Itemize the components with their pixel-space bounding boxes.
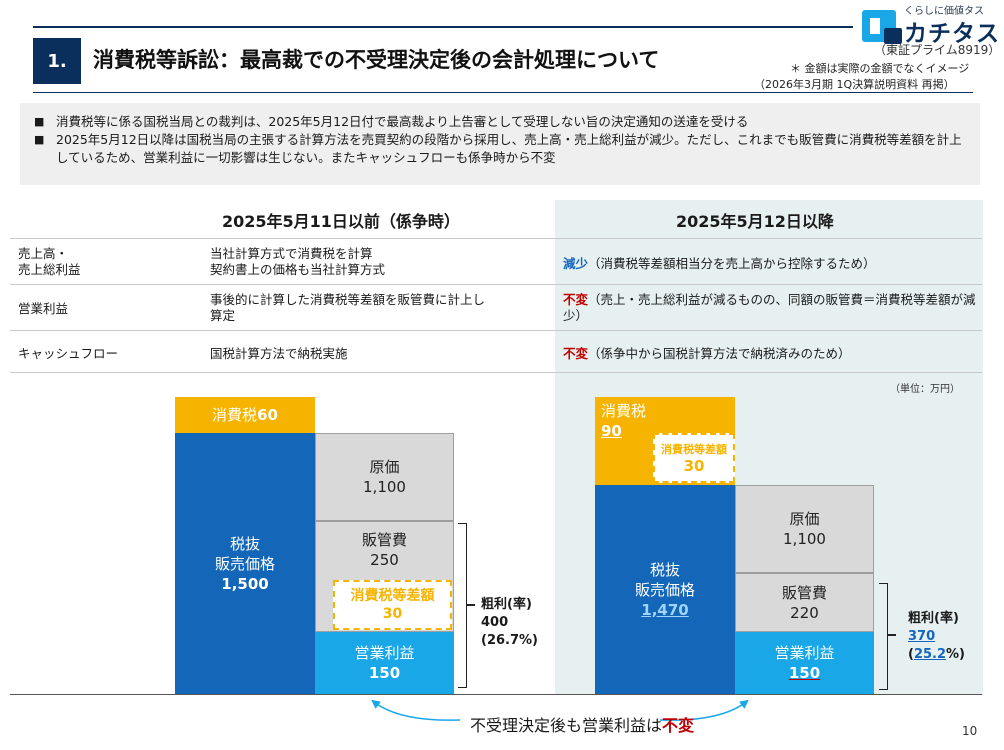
after-gross-profit-bracket: [879, 583, 888, 690]
logo-name: カチタス: [904, 21, 1000, 47]
before-consumption-tax-block: 消費税60: [175, 397, 315, 433]
table-divider: [10, 372, 982, 373]
bullet-square-icon: ■: [34, 115, 45, 128]
status-decrease: 減少: [563, 256, 589, 271]
row-label-sales: 売上高・ 売上総利益: [18, 246, 81, 277]
after-sga-block: 販管費 220: [735, 573, 874, 632]
logo-tagline: くらしに価値タス: [904, 6, 984, 17]
after-price-block: 税抜 販売価格 1,470: [595, 485, 735, 694]
row-after-operating-income: 不変（売上・売上総利益が減るものの、同額の販管費＝消費税等差額が減少）: [563, 292, 976, 323]
table-divider: [10, 330, 982, 331]
row-before-cashflow: 国税計算方法で納税実施: [210, 346, 348, 361]
after-gross-profit-label: 粗利(率) 370 (25.2%): [908, 611, 965, 662]
before-gross-profit-label: 粗利(率) 400 (26.7%): [481, 597, 538, 648]
table-divider: [10, 284, 982, 285]
chart-baseline: [10, 694, 982, 695]
before-gross-profit-bracket: [458, 523, 467, 688]
before-cost-block: 原価 1,100: [315, 433, 454, 521]
summary-text: 消費税等に係る国税当局との裁判は、2025年5月12日付で最高裁より上告審として…: [56, 114, 749, 129]
conclusion-message: 不受理決定後も営業利益は不変: [470, 716, 695, 735]
summary-box: ■ 消費税等に係る国税当局との裁判は、2025年5月12日付で最高裁より上告審と…: [20, 103, 980, 185]
status-unchanged: 不変: [563, 292, 589, 307]
header-bottom-rule: [33, 92, 973, 93]
bracket-tick: [888, 634, 896, 636]
bullet-square-icon: ■: [34, 133, 45, 146]
before-tax-difference-box: 消費税等差額 30: [333, 580, 452, 630]
row-before-operating-income: 事後的に計算した消費税等差額を販管費に計上し 算定: [210, 292, 486, 323]
conclusion-emphasis: 不変: [662, 716, 695, 735]
before-price-block: 税抜 販売価格 1,500: [175, 433, 315, 694]
unit-note: （単位：万円）: [890, 384, 960, 395]
stock-listing: （東証プライム8919）: [874, 43, 1001, 57]
after-column-header: 2025年5月12日以降: [676, 212, 834, 231]
after-cost-block: 原価 1,100: [735, 485, 874, 573]
summary-text: 2025年5月12日以降は国税当局の主張する計算方法を売買契約の段階から採用し、…: [56, 132, 962, 165]
row-after-cashflow: 不変（係争中から国税計算方法で納税済みのため）: [563, 346, 851, 361]
table-divider: [10, 238, 982, 239]
katitas-logo-icon: [862, 10, 902, 44]
row-label-cashflow: キャッシュフロー: [18, 346, 119, 361]
summary-bullet: ■ 消費税等に係る国税当局との裁判は、2025年5月12日付で最高裁より上告審と…: [34, 113, 966, 131]
after-tax-difference-box: 消費税等差額 30: [653, 433, 735, 483]
status-unchanged: 不変: [563, 346, 589, 361]
curved-arrow-icon: [371, 699, 749, 721]
row-before-sales: 当社計算方式で消費税を計算 契約書上の価格も当社計算方式: [210, 246, 386, 277]
after-operating-income-block: 営業利益 150: [735, 632, 874, 694]
section-number-badge: 1.: [33, 38, 81, 84]
page-number: 10: [962, 724, 978, 738]
summary-bullet: ■ 2025年5月12日以降は国税当局の主張する計算方法を売買契約の段階から採用…: [34, 131, 966, 167]
row-label-operating-income: 営業利益: [18, 301, 69, 316]
row-after-sales: 減少（消費税等差額相当分を売上高から控除するため）: [563, 256, 876, 271]
source-note: （2026年3月期 1Q決算説明資料 再掲）: [754, 78, 955, 91]
bracket-tick: [467, 604, 475, 606]
before-column-header: 2025年5月11日以前（係争時）: [222, 212, 460, 231]
page-title: 消費税等訴訟：最高裁での不受理決定後の会計処理について: [93, 48, 660, 72]
amount-disclaimer: ＊ 金額は実際の金額でなくイメージ: [790, 62, 970, 75]
header-top-rule: [33, 26, 853, 28]
before-operating-income-block: 営業利益 150: [315, 632, 454, 694]
